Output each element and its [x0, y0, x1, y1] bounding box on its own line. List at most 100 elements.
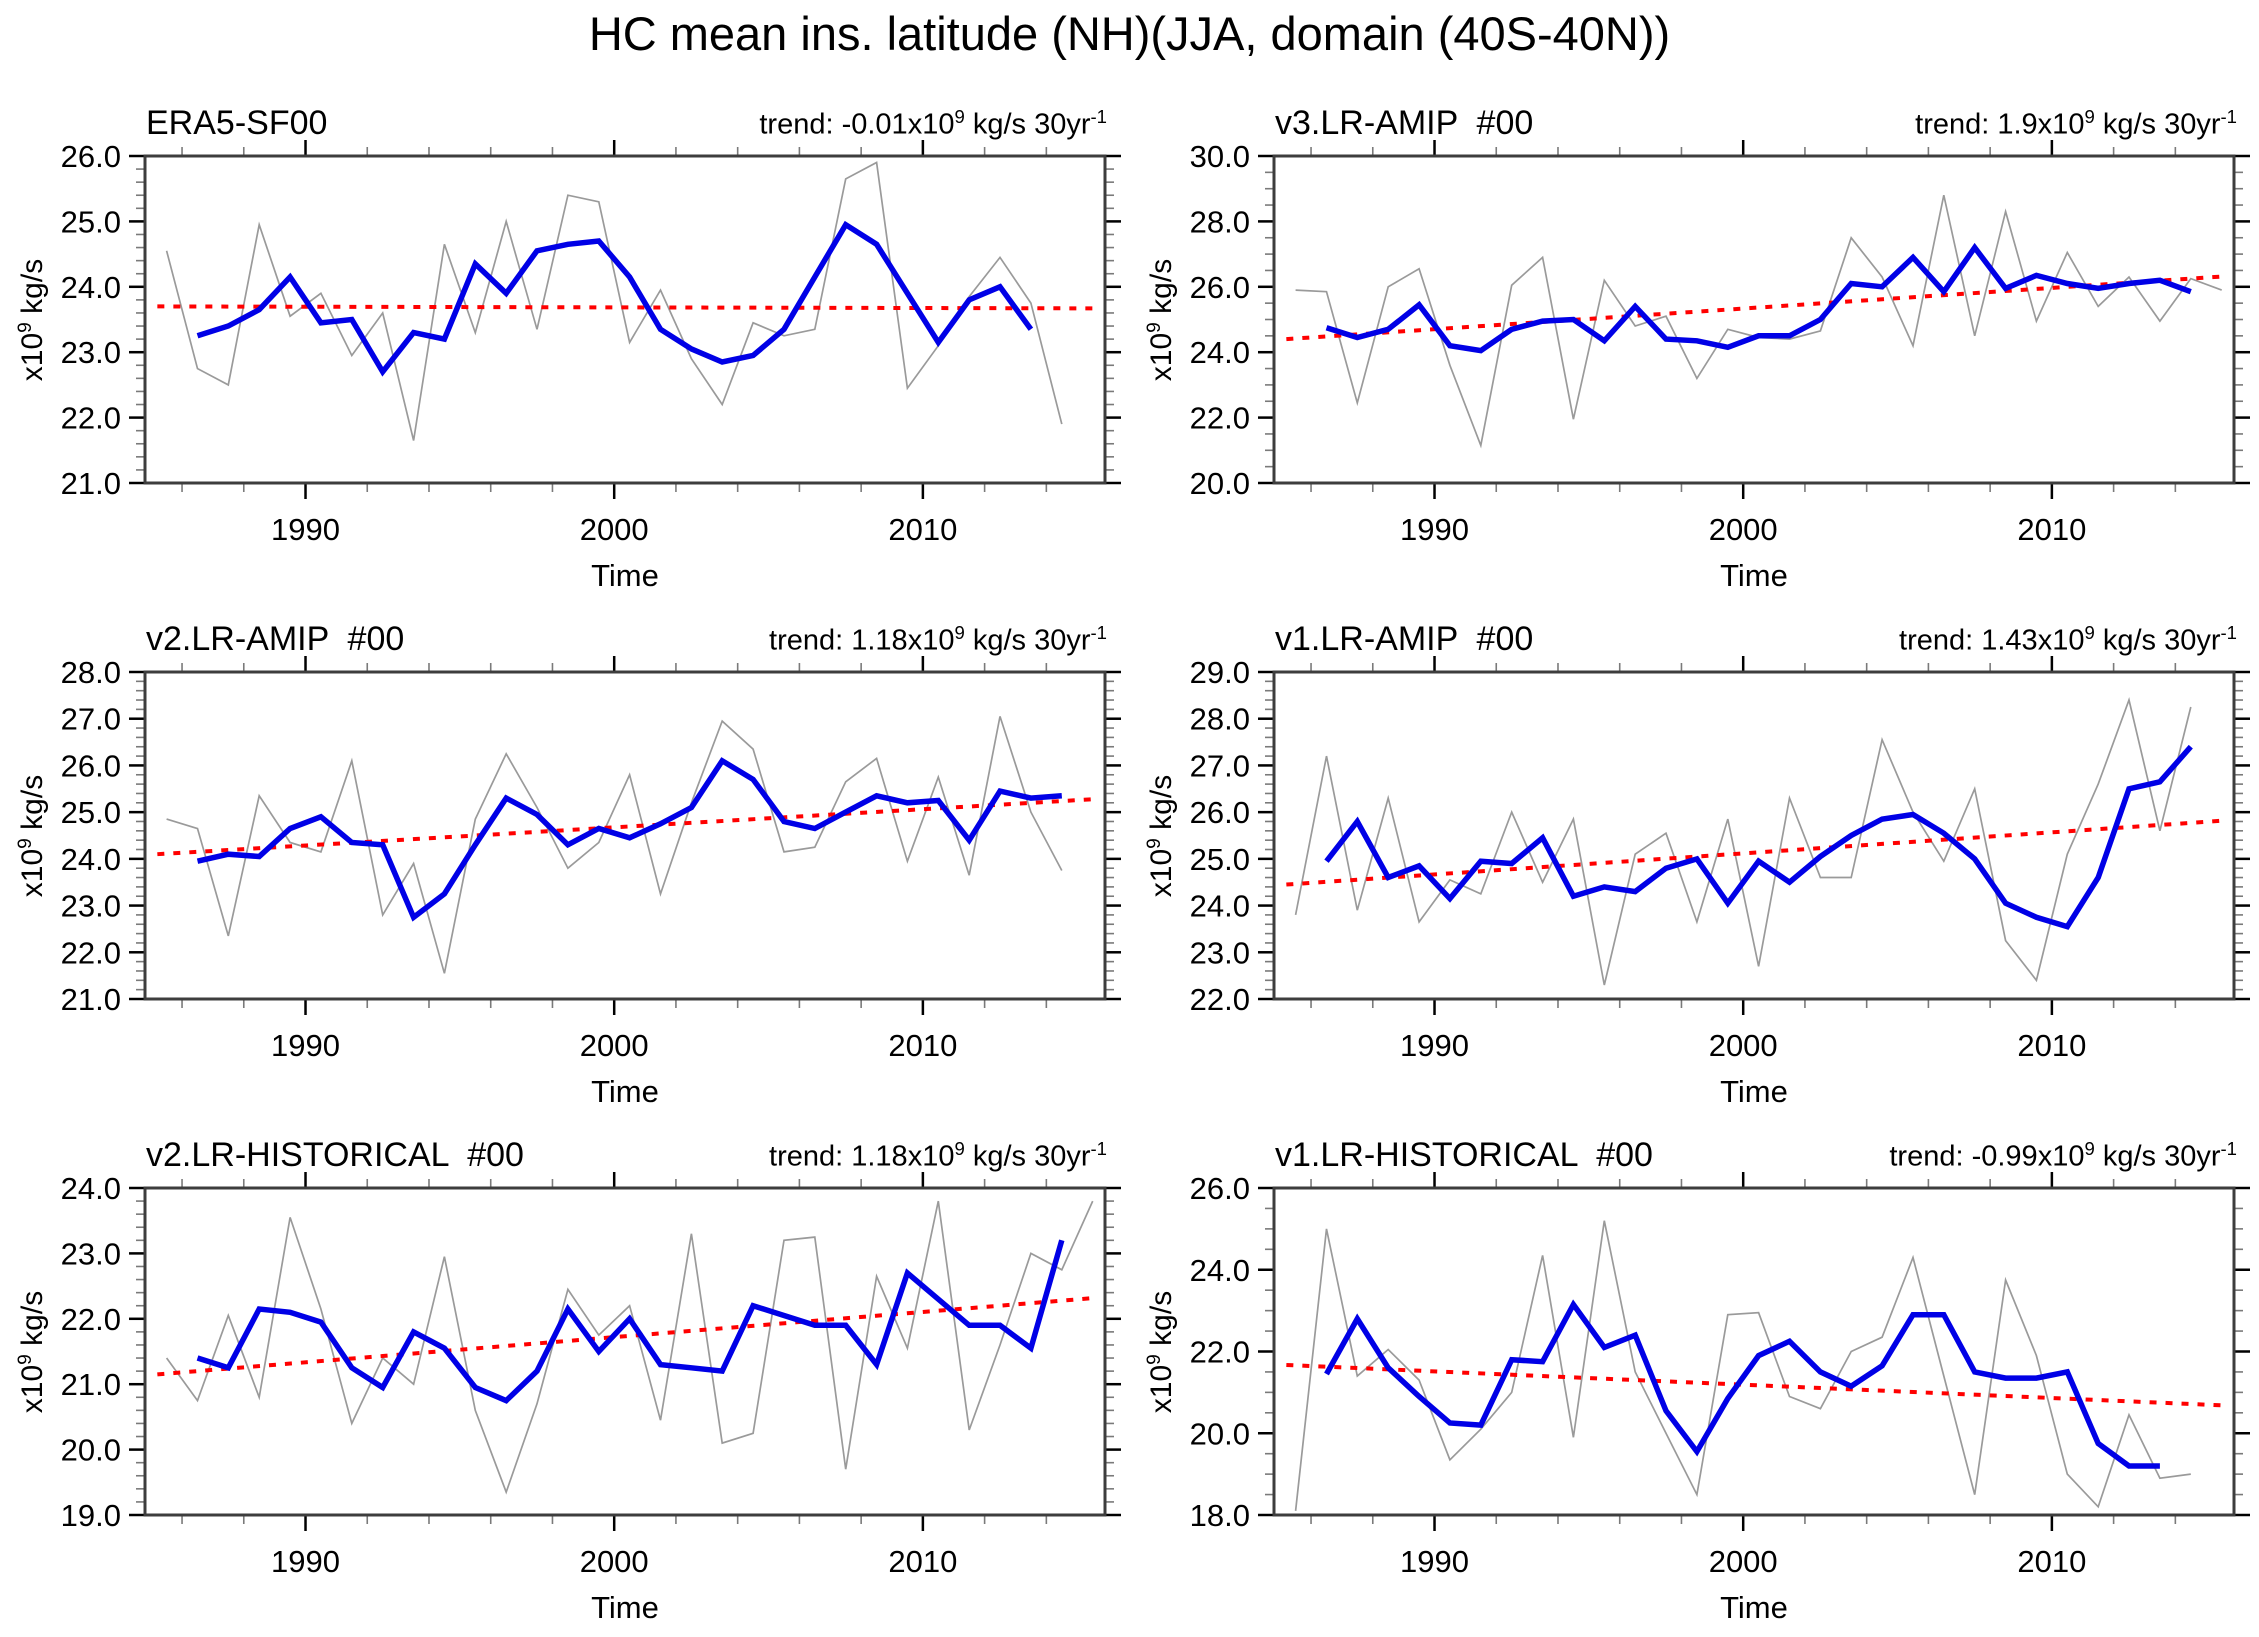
x-axis-label: Time	[591, 1074, 659, 1109]
y-tick-label: 26.0	[61, 748, 121, 783]
y-axis-label-exponent: 9	[15, 1354, 36, 1365]
y-axis-label-exponent: 9	[15, 838, 36, 849]
y-tick-label: 26.0	[1190, 795, 1250, 830]
raw-series-line	[1295, 195, 2222, 449]
y-tick-label: 18.0	[1190, 1498, 1250, 1533]
x-tick-label: 1990	[271, 512, 340, 547]
figure-title: HC mean ins. latitude (NH)(JJA, domain (…	[588, 7, 1671, 60]
panel-title: v3.LR-AMIP #00	[1275, 104, 1534, 142]
raw-series-line	[165, 161, 1063, 441]
x-tick-label: 2010	[888, 512, 957, 547]
trend-label: trend: 1.18x109 kg/s 30yr-1	[769, 1138, 1107, 1174]
trend-text: trend: 1.43x10	[1899, 624, 2085, 657]
panel-v3-lr-amip: 1990 2000 2010 20.0 22.0 24.0 26.0 28.0 30.0 v3.…	[1129, 88, 2259, 604]
x-axis-label: Time	[1720, 558, 1788, 593]
y-tick-label: 23.0	[61, 1236, 121, 1271]
y-axis-label-text: x10	[16, 848, 49, 898]
chart-v2-lr-historical: 1990 2000 2010 19.0 20.0 21.0 22.0 23.0 24.0	[61, 1171, 1121, 1579]
smoothed-series-line	[196, 757, 1063, 922]
trend-line	[157, 797, 1096, 857]
chart-v2-lr-amip: 1990 2000 2010 21.0 22.0 23.0 24.0 25.0 26.0 27.0…	[61, 655, 1121, 1063]
trend-label: trend: 1.18x109 kg/s 30yr-1	[769, 622, 1107, 658]
trend-text: trend: 1.18x10	[769, 624, 955, 657]
trend-units: kg/s 30yr	[964, 1140, 1091, 1173]
y-axis-label: x109 kg/s	[15, 1187, 55, 1517]
y-tick-label: 22.0	[61, 1302, 121, 1337]
y-tick-label: 25.0	[1190, 842, 1250, 877]
y-tick-label: 24.0	[61, 1171, 121, 1206]
trend-exponent-2: -1	[2220, 1138, 2238, 1159]
trend-label: trend: 1.43x109 kg/s 30yr-1	[1899, 622, 2237, 658]
y-tick-label: 20.0	[1190, 1416, 1250, 1451]
x-axis-label: Time	[591, 1590, 659, 1625]
plot-frame	[1272, 154, 2236, 485]
plot-frame	[143, 154, 1107, 485]
y-axis-label-text: x10	[16, 332, 49, 382]
smoothed-series-line	[1325, 242, 2192, 354]
x-tick-label: 2010	[2017, 1544, 2086, 1579]
y-axis-label: x109 kg/s	[1144, 671, 1184, 1001]
trend-exponent: 9	[2084, 1138, 2095, 1159]
x-tick-label: 2000	[1709, 1544, 1778, 1579]
y-tick-label: 20.0	[61, 1433, 121, 1468]
raw-series-line	[166, 716, 1063, 974]
trend-label: trend: -0.99x109 kg/s 30yr-1	[1889, 1138, 2237, 1174]
y-tick-label: 23.0	[61, 889, 121, 924]
y-axis-label-units: kg/s	[16, 258, 49, 323]
trend-text: trend: -0.99x10	[1889, 1140, 2085, 1173]
plot-frame	[1272, 1186, 2236, 1517]
y-axis-label-units: kg/s	[16, 1290, 49, 1355]
chart-era5-sf00: 1990 2000 2010 21.0 22.0 23.0 24.0 25.0 26.0	[61, 139, 1121, 547]
trend-units: kg/s 30yr	[2094, 1140, 2221, 1173]
trend-exponent-2: -1	[1090, 106, 1108, 127]
y-tick-label: 27.0	[61, 702, 121, 737]
y-axis-label-units: kg/s	[1145, 774, 1178, 839]
y-tick-label: 21.0	[61, 982, 121, 1017]
x-tick-label: 2000	[580, 512, 649, 547]
x-tick-label: 2010	[2017, 1028, 2086, 1063]
y-tick-label: 28.0	[61, 655, 121, 690]
x-tick-label: 1990	[1400, 512, 1469, 547]
trend-line	[157, 1295, 1096, 1377]
y-tick-label: 24.0	[1190, 1253, 1250, 1288]
y-axis-label: x109 kg/s	[1144, 155, 1184, 485]
y-tick-label: 26.0	[1190, 270, 1250, 305]
plot-frame	[1272, 670, 2236, 1001]
trend-exponent: 9	[2084, 106, 2095, 127]
y-tick-label: 28.0	[1190, 204, 1250, 239]
y-axis-label-units: kg/s	[1145, 258, 1178, 323]
plot-frame	[143, 670, 1107, 1001]
x-tick-label: 2000	[580, 1028, 649, 1063]
y-axis-label-exponent: 9	[1144, 838, 1165, 849]
y-tick-label: 22.0	[1190, 1335, 1250, 1370]
x-axis-label: Time	[1720, 1074, 1788, 1109]
panel-title: ERA5-SF00	[146, 104, 328, 142]
y-tick-label: 30.0	[1190, 139, 1250, 174]
y-axis-label-exponent: 9	[1144, 322, 1165, 333]
y-axis-label: x109 kg/s	[15, 671, 55, 1001]
trend-exponent: 9	[2084, 622, 2095, 643]
trend-text: trend: 1.18x10	[769, 1140, 955, 1173]
x-tick-label: 1990	[271, 1544, 340, 1579]
panel-v2-lr-amip: 1990 2000 2010 21.0 22.0 23.0 24.0 25.0 26.0 27.0…	[0, 604, 1129, 1120]
x-axis-label: Time	[591, 558, 659, 593]
y-tick-label: 25.0	[61, 204, 121, 239]
y-tick-label: 23.0	[61, 335, 121, 370]
y-tick-label: 26.0	[61, 139, 121, 174]
panel-title: v1.LR-HISTORICAL #00	[1275, 1136, 1653, 1174]
y-tick-label: 22.0	[61, 401, 121, 436]
raw-series-line	[165, 1200, 1094, 1495]
trend-line	[1286, 818, 2225, 887]
y-axis-label-exponent: 9	[15, 322, 36, 333]
x-axis-label: Time	[1720, 1590, 1788, 1625]
chart-v1-lr-historical: 1990 2000 2010 18.0 20.0 22.0 24.0 26.0	[1190, 1171, 2250, 1579]
chart-v3-lr-amip: 1990 2000 2010 20.0 22.0 24.0 26.0 28.0 30.0	[1190, 139, 2250, 547]
panel-title: v2.LR-HISTORICAL #00	[146, 1136, 524, 1174]
y-tick-label: 22.0	[1190, 982, 1250, 1017]
trend-exponent-2: -1	[1090, 1138, 1108, 1159]
y-tick-label: 27.0	[1190, 748, 1250, 783]
raw-series-line	[1294, 1220, 2191, 1511]
y-tick-label: 28.0	[1190, 702, 1250, 737]
panel-title: v2.LR-AMIP #00	[146, 620, 405, 658]
x-tick-label: 2000	[1709, 512, 1778, 547]
